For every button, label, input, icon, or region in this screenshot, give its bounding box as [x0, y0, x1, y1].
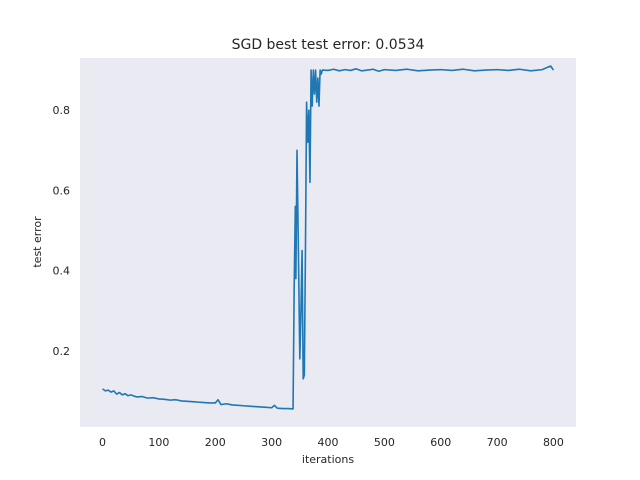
x-axis-label: iterations: [302, 453, 354, 466]
chart-title: SGD best test error: 0.0534: [232, 37, 425, 53]
x-tick-label: 500: [374, 436, 395, 449]
x-tick-label: 300: [261, 436, 282, 449]
y-tick-label: 0.6: [53, 184, 71, 197]
series-layer: [102, 65, 555, 410]
series-line-0: [102, 65, 555, 410]
x-tick-label: 400: [318, 436, 339, 449]
x-tick-label: 800: [543, 436, 564, 449]
x-tick-label: 700: [487, 436, 508, 449]
x-tick-label: 200: [205, 436, 226, 449]
x-tick-label: 600: [430, 436, 451, 449]
plot-area: [80, 58, 576, 427]
y-tick-label: 0.8: [53, 104, 71, 117]
y-axis-ticks: 0.2 0.4 0.6 0.8: [53, 104, 71, 358]
y-axis-label: test error: [31, 216, 44, 268]
x-axis-ticks: 0 100 200 300 400 500 600 700 800: [99, 436, 564, 449]
y-tick-label: 0.2: [53, 345, 71, 358]
x-tick-label: 100: [148, 436, 169, 449]
y-tick-label: 0.4: [53, 265, 71, 278]
x-tick-label: 0: [99, 436, 106, 449]
